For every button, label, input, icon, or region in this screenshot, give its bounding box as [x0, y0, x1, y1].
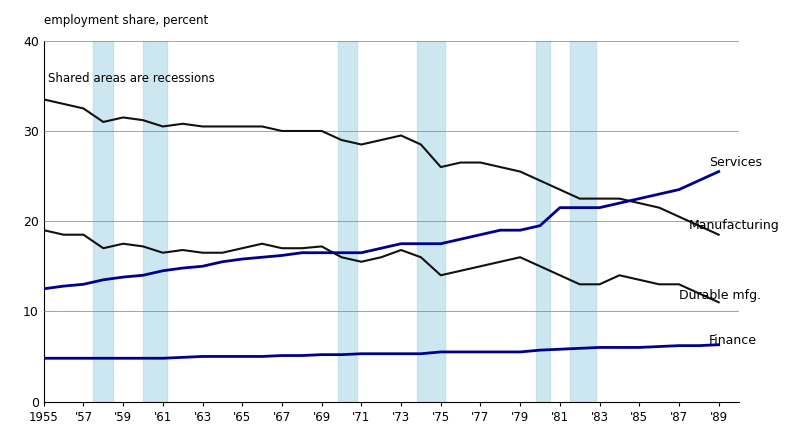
- Text: Services: Services: [709, 156, 762, 169]
- Bar: [94, 41, 114, 401]
- Text: Durable mfg.: Durable mfg.: [679, 289, 761, 302]
- Text: Shared areas are recessions: Shared areas are recessions: [48, 72, 214, 85]
- Bar: [536, 41, 550, 401]
- Text: Manufacturing: Manufacturing: [689, 219, 780, 232]
- Bar: [338, 41, 358, 401]
- Text: employment share, percent: employment share, percent: [44, 14, 208, 27]
- Text: Finance: Finance: [709, 334, 757, 347]
- Bar: [143, 41, 167, 401]
- Bar: [417, 41, 445, 401]
- Bar: [570, 41, 596, 401]
